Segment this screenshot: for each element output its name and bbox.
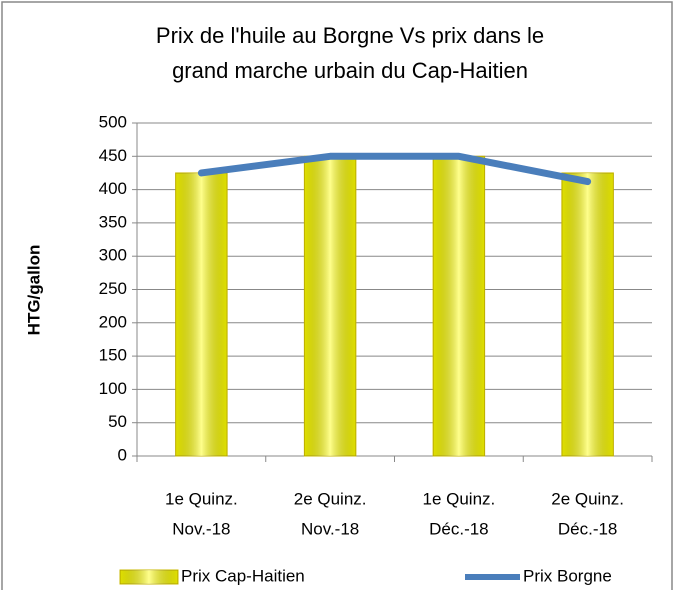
y-tick-label: 200 — [99, 312, 127, 331]
y-tick-label: 450 — [99, 146, 127, 165]
bar — [303, 155, 357, 457]
line — [197, 152, 592, 186]
y-tick-label: 50 — [108, 412, 127, 431]
x-tick-label: Nov.-18 — [172, 519, 230, 538]
y-tick-label: 0 — [118, 445, 127, 464]
bar — [175, 172, 228, 457]
bar — [561, 172, 614, 457]
x-tick-label: Déc.-18 — [558, 519, 618, 538]
y-tick-label: 100 — [99, 379, 127, 398]
legend-label: Prix Borgne — [523, 566, 612, 585]
x-tick-label: Déc.-18 — [429, 519, 489, 538]
y-tick-label: 400 — [99, 179, 127, 198]
x-tick-label: 2e Quinz. — [551, 489, 624, 508]
chart-title: Prix de l'huile au Borgne Vs prix dans l… — [156, 23, 544, 48]
y-tick-label: 150 — [99, 346, 127, 365]
y-tick-label: 500 — [99, 112, 127, 131]
y-tick-label: 300 — [99, 246, 127, 265]
x-tick-label: 2e Quinz. — [294, 489, 367, 508]
y-axis-label: HTG/gallon — [24, 245, 43, 336]
bar — [432, 155, 486, 457]
legend-swatch-shine — [120, 570, 178, 584]
x-tick-label: Nov.-18 — [301, 519, 359, 538]
y-tick-label: 350 — [99, 212, 127, 231]
x-tick-label: 1e Quinz. — [165, 489, 238, 508]
x-tick-label: 1e Quinz. — [422, 489, 495, 508]
y-tick-label: 250 — [99, 279, 127, 298]
legend-label: Prix Cap-Haitien — [181, 566, 305, 585]
chart-title: grand marche urbain du Cap-Haitien — [172, 58, 528, 83]
